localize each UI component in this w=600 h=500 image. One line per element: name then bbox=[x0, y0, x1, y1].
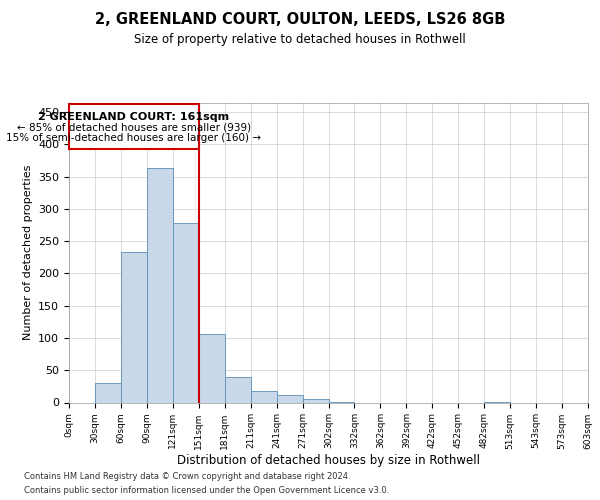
Bar bbox=[173, 223, 199, 402]
Y-axis label: Number of detached properties: Number of detached properties bbox=[23, 165, 32, 340]
Bar bbox=[277, 396, 302, 402]
Text: 15% of semi-detached houses are larger (160) →: 15% of semi-detached houses are larger (… bbox=[7, 133, 262, 143]
Bar bbox=[251, 391, 277, 402]
Bar bbox=[95, 383, 121, 402]
Text: ← 85% of detached houses are smaller (939): ← 85% of detached houses are smaller (93… bbox=[17, 122, 251, 132]
Bar bbox=[147, 168, 173, 402]
Bar bbox=[302, 398, 329, 402]
X-axis label: Distribution of detached houses by size in Rothwell: Distribution of detached houses by size … bbox=[177, 454, 480, 467]
Bar bbox=[225, 376, 251, 402]
Text: 2 GREENLAND COURT: 161sqm: 2 GREENLAND COURT: 161sqm bbox=[38, 112, 229, 122]
Text: Contains HM Land Registry data © Crown copyright and database right 2024.: Contains HM Land Registry data © Crown c… bbox=[24, 472, 350, 481]
Text: Contains public sector information licensed under the Open Government Licence v3: Contains public sector information licen… bbox=[24, 486, 389, 495]
Bar bbox=[199, 334, 224, 402]
Bar bbox=[121, 252, 147, 402]
Bar bbox=[69, 104, 199, 149]
Text: 2, GREENLAND COURT, OULTON, LEEDS, LS26 8GB: 2, GREENLAND COURT, OULTON, LEEDS, LS26 … bbox=[95, 12, 505, 28]
Text: Size of property relative to detached houses in Rothwell: Size of property relative to detached ho… bbox=[134, 32, 466, 46]
